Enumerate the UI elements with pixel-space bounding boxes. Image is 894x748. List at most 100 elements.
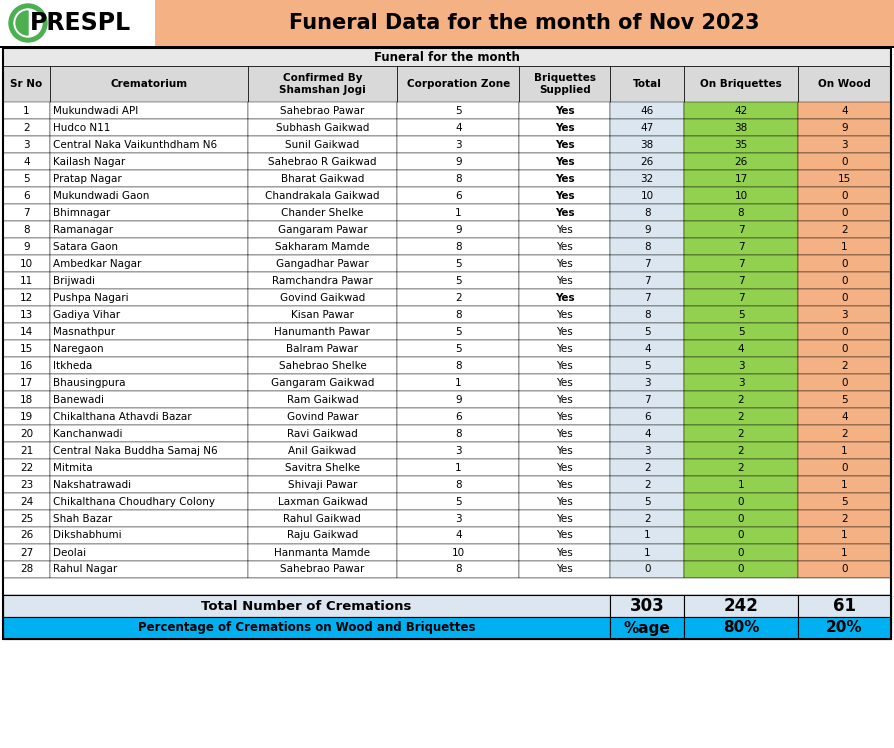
Text: 3: 3 <box>455 139 461 150</box>
Text: 38: 38 <box>641 139 654 150</box>
Bar <box>397 119 519 136</box>
Bar <box>3 617 610 639</box>
Text: Hanmanta Mamde: Hanmanta Mamde <box>274 548 370 557</box>
Bar <box>248 374 397 391</box>
Bar <box>610 442 685 459</box>
Bar <box>248 306 397 323</box>
Text: Chandrakala Gaikwad: Chandrakala Gaikwad <box>266 191 380 200</box>
Bar <box>248 357 397 374</box>
Text: 1: 1 <box>455 378 461 387</box>
Bar <box>519 66 610 102</box>
Bar <box>50 340 248 357</box>
Bar <box>685 595 797 617</box>
Text: Raju Gaikwad: Raju Gaikwad <box>287 530 358 541</box>
Text: 0: 0 <box>644 565 651 574</box>
Text: 26: 26 <box>641 156 654 167</box>
Bar <box>50 561 248 578</box>
Text: 5: 5 <box>738 326 745 337</box>
Bar <box>3 544 50 561</box>
Text: 2: 2 <box>841 361 848 370</box>
Bar <box>610 510 685 527</box>
Text: 0: 0 <box>841 462 848 473</box>
Text: Bhimnagar: Bhimnagar <box>53 207 110 218</box>
Bar <box>685 425 797 442</box>
Bar <box>3 306 50 323</box>
Text: 9: 9 <box>455 394 461 405</box>
Text: Banewadi: Banewadi <box>53 394 104 405</box>
Bar <box>248 289 397 306</box>
Bar <box>519 374 610 391</box>
Text: 5: 5 <box>841 394 848 405</box>
Bar <box>610 357 685 374</box>
Bar <box>397 357 519 374</box>
Text: Yes: Yes <box>556 530 573 541</box>
Bar <box>685 221 797 238</box>
Text: Yes: Yes <box>556 565 573 574</box>
Bar <box>797 561 891 578</box>
Text: Sakharam Mamde: Sakharam Mamde <box>275 242 370 251</box>
Bar <box>3 102 50 119</box>
Text: Bhausingpura: Bhausingpura <box>53 378 126 387</box>
Bar <box>3 510 50 527</box>
Bar <box>248 323 397 340</box>
Bar <box>397 323 519 340</box>
Bar <box>50 459 248 476</box>
Text: Nakshatrawadi: Nakshatrawadi <box>53 479 131 489</box>
Text: 0: 0 <box>738 565 745 574</box>
Text: 80%: 80% <box>722 621 759 636</box>
Text: 8: 8 <box>455 429 461 438</box>
Text: Mitmita: Mitmita <box>53 462 93 473</box>
Bar <box>685 476 797 493</box>
Bar <box>519 221 610 238</box>
Text: Deolai: Deolai <box>53 548 86 557</box>
Bar <box>248 221 397 238</box>
Text: Yes: Yes <box>556 429 573 438</box>
Bar <box>797 187 891 204</box>
Bar <box>3 204 50 221</box>
Bar <box>50 102 248 119</box>
Bar <box>797 357 891 374</box>
Text: Briquettes
Supplied: Briquettes Supplied <box>534 73 595 95</box>
Circle shape <box>9 4 47 42</box>
Bar <box>797 442 891 459</box>
Bar <box>248 476 397 493</box>
Bar <box>397 238 519 255</box>
Text: 4: 4 <box>455 530 461 541</box>
Bar <box>248 66 397 102</box>
Text: 0: 0 <box>841 565 848 574</box>
Bar <box>3 527 50 544</box>
Bar <box>685 493 797 510</box>
Bar <box>50 391 248 408</box>
Bar <box>685 527 797 544</box>
Text: 5: 5 <box>455 326 461 337</box>
Bar <box>610 187 685 204</box>
Bar <box>685 289 797 306</box>
Text: Masnathpur: Masnathpur <box>53 326 115 337</box>
Text: 2: 2 <box>644 462 651 473</box>
Text: Balram Pawar: Balram Pawar <box>286 343 358 354</box>
Text: Yes: Yes <box>556 378 573 387</box>
Bar <box>397 102 519 119</box>
Bar <box>397 66 519 102</box>
Text: Rahul Gaikwad: Rahul Gaikwad <box>283 513 361 524</box>
Bar <box>797 170 891 187</box>
Text: Yes: Yes <box>556 462 573 473</box>
Text: 3: 3 <box>841 139 848 150</box>
Text: 2: 2 <box>738 429 745 438</box>
Text: 1: 1 <box>841 479 848 489</box>
Text: 0: 0 <box>841 326 848 337</box>
Text: Confirmed By
Shamshan Jogi: Confirmed By Shamshan Jogi <box>279 73 366 95</box>
Bar <box>797 238 891 255</box>
Text: Sahebrao Shelke: Sahebrao Shelke <box>279 361 367 370</box>
Bar <box>797 617 891 639</box>
Bar <box>610 391 685 408</box>
Bar <box>797 340 891 357</box>
Text: Yes: Yes <box>556 310 573 319</box>
Bar <box>797 527 891 544</box>
Text: Kailash Nagar: Kailash Nagar <box>53 156 125 167</box>
Bar <box>397 204 519 221</box>
Text: 6: 6 <box>23 191 30 200</box>
Bar <box>248 340 397 357</box>
Text: 7: 7 <box>644 259 651 269</box>
Bar <box>248 102 397 119</box>
